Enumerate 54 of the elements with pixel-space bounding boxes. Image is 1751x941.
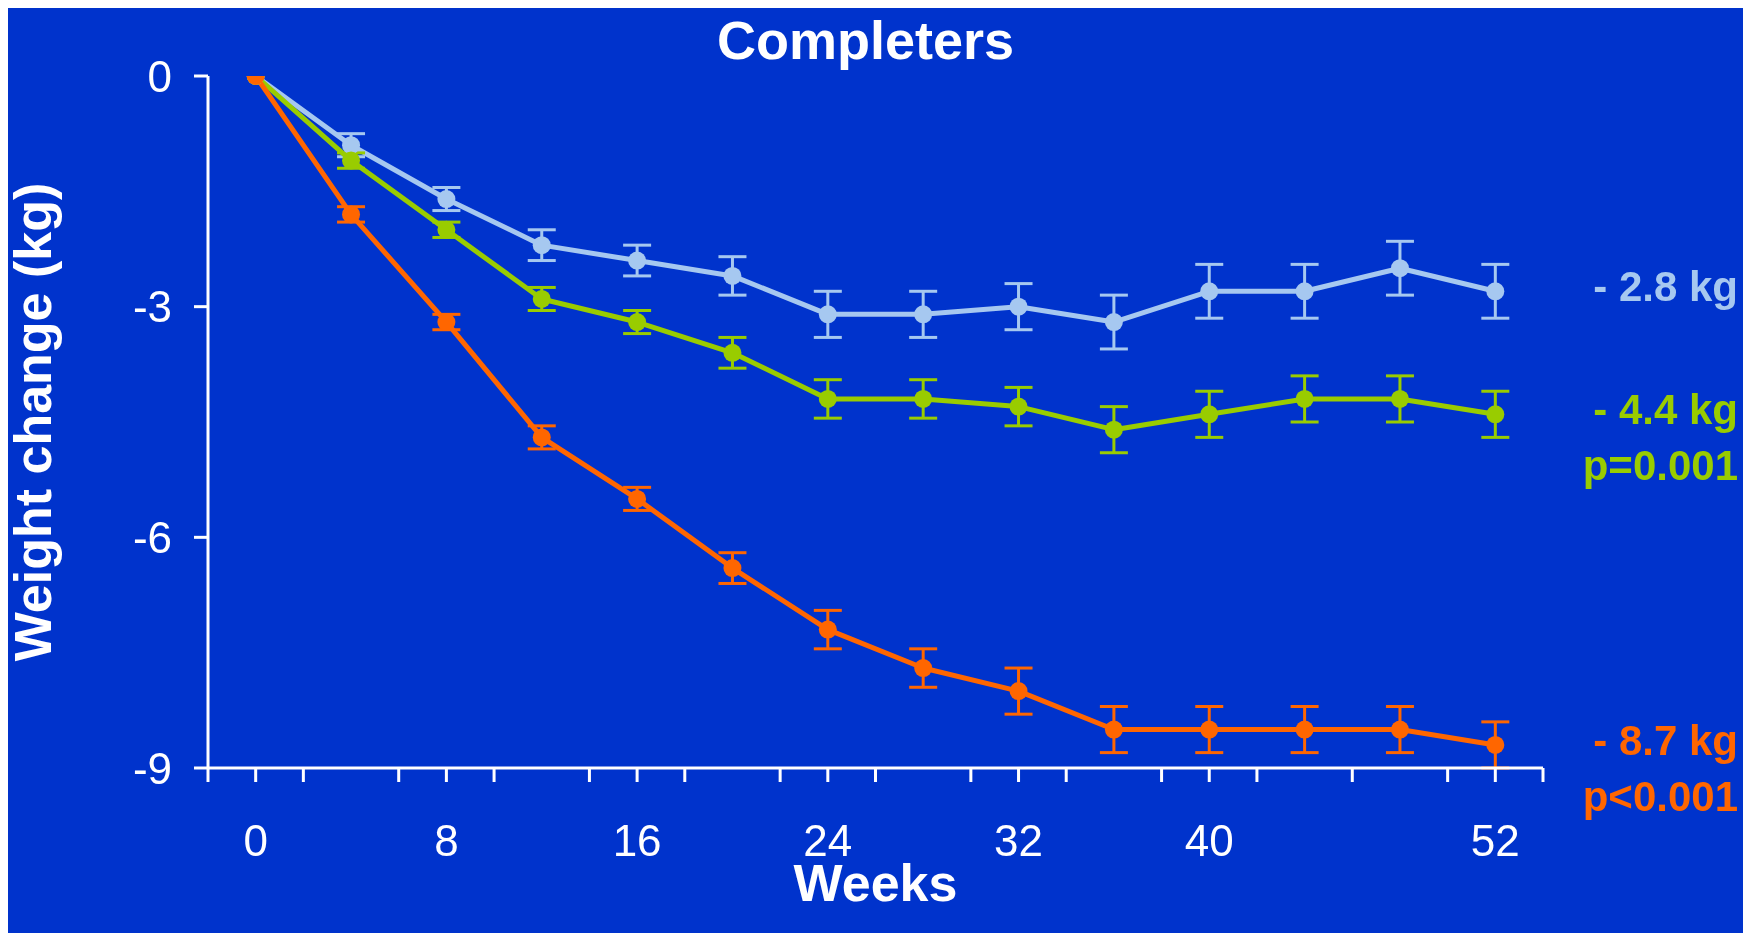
x-tick-label: 40: [1184, 816, 1234, 865]
y-axis-title: Weight change (kg): [4, 182, 63, 662]
point: [1486, 405, 1505, 424]
point: [1104, 720, 1123, 739]
point: [532, 428, 551, 447]
point: [1200, 282, 1219, 301]
point: [437, 220, 456, 239]
point: [1295, 720, 1314, 739]
point: [1390, 720, 1409, 739]
x-tick-label: 8: [434, 816, 459, 865]
point: [1200, 720, 1219, 739]
point: [1390, 259, 1409, 278]
point: [818, 620, 837, 639]
point: [628, 251, 647, 270]
chart-title: Completers: [716, 10, 1015, 70]
point: [1486, 282, 1505, 301]
y-tick-label: -3: [132, 282, 172, 332]
text: - 4.4 kg p=0.001: [1582, 385, 1738, 492]
point: [723, 266, 742, 285]
point: [1295, 389, 1314, 408]
point: [1486, 735, 1505, 754]
point: [628, 489, 647, 508]
point: [532, 289, 551, 308]
point: [1009, 682, 1028, 701]
point: [1295, 282, 1314, 301]
point: [914, 389, 933, 408]
text: - 8.7 kg p<0.001: [1582, 715, 1738, 822]
point: [342, 136, 361, 155]
point: [628, 313, 647, 332]
point: [723, 559, 742, 578]
y-tick-label: 0: [147, 51, 172, 101]
point: [1104, 313, 1123, 332]
x-tick-label: 16: [612, 816, 662, 865]
point: [1390, 389, 1409, 408]
x-tick-label: 32: [994, 816, 1044, 865]
x-tick-label: 0: [243, 816, 268, 865]
point: [818, 305, 837, 324]
point: [342, 151, 361, 170]
point: [914, 305, 933, 324]
point: [532, 236, 551, 255]
point: [342, 205, 361, 224]
x-tick-label: 52: [1470, 816, 1520, 865]
point: [437, 190, 456, 209]
x-tick-label: 24: [803, 816, 853, 865]
point: [1009, 297, 1028, 316]
point: [1009, 397, 1028, 416]
text: - 2.8 kg: [1593, 262, 1738, 313]
point: [818, 389, 837, 408]
point: [723, 343, 742, 362]
y-tick-label: -6: [132, 512, 172, 562]
y-tick-label: -9: [132, 743, 172, 793]
point: [1104, 420, 1123, 439]
point: [914, 659, 933, 678]
point: [1200, 405, 1219, 424]
